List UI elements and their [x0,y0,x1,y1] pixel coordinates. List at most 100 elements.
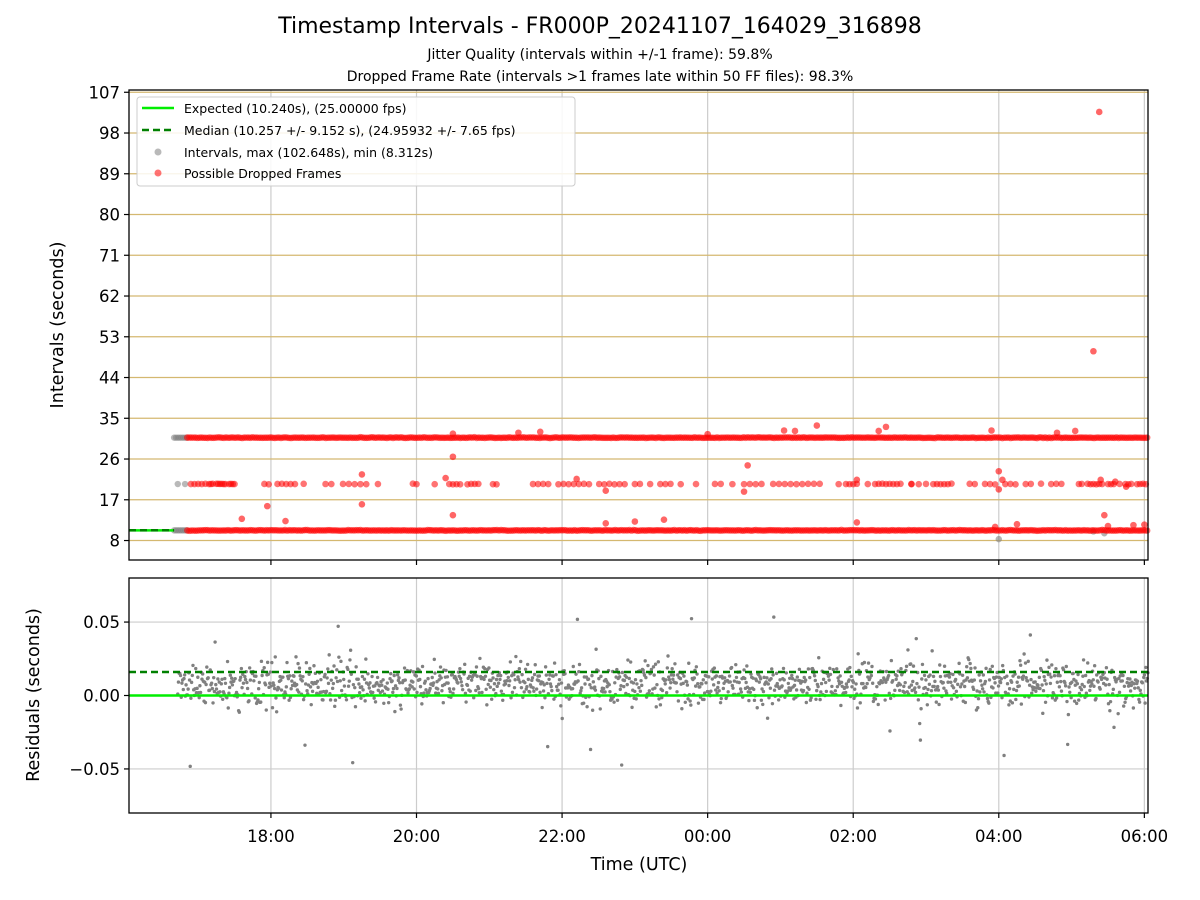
residual-point [951,686,956,690]
residual-point [548,673,552,677]
residual-point [838,674,842,678]
residual-point [812,674,817,678]
residual-point [475,674,479,678]
top-y-tick-label: 62 [99,287,120,306]
dropped-frame-point [1071,427,1079,435]
residual-point [214,687,219,691]
top-y-tick-label: 98 [99,124,120,143]
residual-point [1095,673,1099,677]
residual-point [424,688,428,692]
dropped-frame-point [1027,480,1035,488]
residual-point [759,698,764,703]
residual-point [330,686,335,691]
residual-point [938,663,942,667]
residual-point [272,686,277,691]
residual-point [987,678,992,682]
residual-point [581,701,586,705]
residual-point [245,686,250,691]
residual-point [937,702,941,707]
residual-point [1030,691,1034,695]
residual-point [934,700,939,704]
dropped-frame-point [875,427,882,435]
dropped-frame-point [781,480,789,488]
residual-point [1112,725,1116,730]
residual-point [259,700,263,704]
residual-point [837,679,841,683]
residual-point [627,676,631,681]
residual-point [806,667,811,671]
residual-point [988,667,992,672]
residual-point [263,683,268,687]
residual-point [274,696,278,700]
residual-point [507,679,512,683]
residual-point [346,684,351,688]
residual-point [513,678,517,682]
residual-point [744,680,748,685]
residual-point [687,661,691,665]
residual-point [411,670,416,674]
dropped-frame-point [600,481,608,488]
residual-point [1105,677,1109,681]
residual-point [211,701,215,705]
dropped-frame-point [560,480,567,488]
residual-point [647,689,652,693]
residual-point [1040,683,1044,687]
residual-point [828,666,832,671]
dropped-frame-point [787,480,794,488]
dropped-frame-point [692,480,700,488]
legend-expected-label: Expected (10.240s), (25.00000 fps) [184,101,406,116]
top-y-tick-label: 35 [99,409,120,428]
residual-point [284,685,289,689]
residual-point [571,664,575,669]
residual-point [372,696,376,700]
legend-intervals-label: Intervals, max (102.648s), min (8.312s) [184,145,433,160]
residual-point [519,659,523,664]
residual-point [928,673,932,677]
residual-point [210,686,215,691]
residual-point [805,691,809,695]
residual-point [1082,684,1086,689]
residual-point [1007,703,1011,707]
dropped-frame-point [1122,483,1130,490]
residual-point [1042,674,1046,679]
residual-point [525,662,530,667]
residual-point [432,657,436,662]
residual-point [545,744,550,749]
residual-point [891,678,895,683]
residual-point [807,687,811,691]
residual-point [1025,679,1030,683]
dropped-frame-point [475,480,482,488]
residual-point [751,676,755,680]
residual-point [556,688,560,692]
residual-point [907,685,912,689]
residual-point [980,687,985,691]
residual-point [274,710,279,714]
residual-point [942,664,947,668]
top-y-tick-label: 89 [99,165,120,184]
residual-point [262,666,266,670]
dropped-frame-point [1095,108,1103,116]
residual-point [916,698,921,702]
residual-point [711,683,716,687]
top-y-tick-label: 80 [99,206,120,225]
residual-point [367,686,372,690]
residual-point [305,689,309,693]
residual-point [195,686,199,691]
residual-point [666,654,670,658]
residual-point [728,680,732,684]
residual-point [212,675,216,680]
residual-point [778,678,782,682]
residual-point [512,685,517,690]
residual-point [771,673,775,677]
residual-point [247,699,251,703]
residual-point [1117,690,1122,695]
residual-point [902,690,907,695]
dropped-frame-point [449,453,457,461]
residual-point [681,681,685,686]
bottom-y-axis-label: Residuals (seconds) [24,608,44,782]
residual-point [622,678,627,683]
residual-point [528,690,532,694]
residual-point [338,679,342,683]
residual-point [216,677,220,681]
residual-point [845,685,849,689]
